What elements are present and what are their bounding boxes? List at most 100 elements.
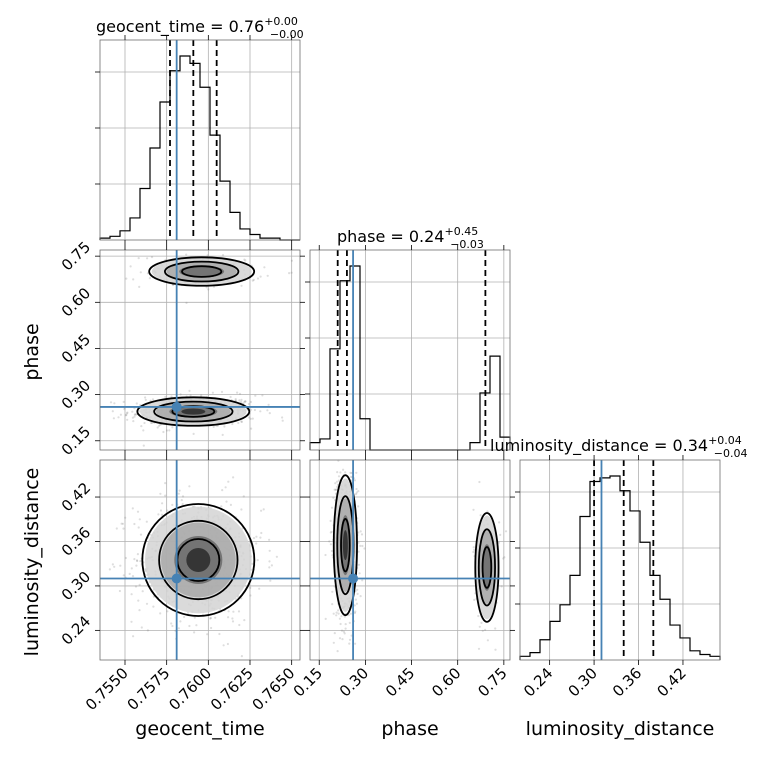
contour-0-0 — [136, 396, 251, 427]
sample-point — [188, 485, 191, 488]
sample-point — [124, 556, 127, 560]
sample-point — [253, 408, 256, 412]
sample-point — [334, 482, 337, 485]
sample-point — [344, 623, 347, 626]
sample-point — [249, 417, 252, 420]
sample-point — [472, 508, 475, 511]
sample-point — [229, 503, 232, 506]
sample-point — [252, 278, 255, 281]
sample-point — [341, 638, 344, 641]
sample-point — [263, 266, 266, 269]
contour-0-2 — [340, 518, 351, 573]
sample-point — [142, 429, 145, 432]
sample-point — [249, 400, 252, 404]
sample-point — [354, 598, 357, 601]
sample-point — [342, 630, 345, 633]
sample-point — [117, 416, 120, 419]
sample-point — [249, 586, 252, 590]
sample-point — [140, 626, 143, 629]
sample-point — [356, 588, 359, 591]
sample-point — [134, 413, 137, 416]
sample-point — [145, 602, 149, 605]
sample-point — [339, 471, 342, 474]
sample-point — [141, 590, 144, 593]
sample-point — [132, 278, 135, 281]
sample-point — [151, 421, 154, 424]
sample-point — [477, 614, 480, 618]
sample-point — [275, 555, 278, 558]
sample-point — [189, 394, 192, 397]
sample-point — [340, 615, 343, 618]
sample-point — [357, 563, 361, 566]
sample-point — [337, 612, 340, 615]
sample-point — [357, 490, 360, 493]
sample-point — [186, 612, 189, 615]
sample-point — [185, 301, 188, 304]
sample-point — [135, 559, 139, 562]
contour-0-1 — [158, 519, 239, 601]
sample-point — [251, 562, 254, 566]
sample-point — [136, 553, 139, 556]
sample-point — [358, 572, 361, 575]
sample-point — [113, 402, 116, 405]
sample-point — [337, 475, 341, 478]
sample-point — [349, 612, 352, 615]
sample-point — [252, 537, 256, 540]
sample-point — [145, 520, 148, 523]
sample-point — [159, 612, 162, 615]
sample-point — [234, 398, 237, 401]
density-fill-3 — [342, 530, 348, 561]
sample-point — [349, 471, 352, 474]
sample-point — [481, 629, 484, 632]
sample-point — [486, 510, 489, 513]
sample-point — [338, 637, 342, 640]
sample-point — [480, 621, 483, 625]
sample-point — [237, 421, 240, 425]
contour-1-1 — [164, 260, 240, 283]
sample-point — [259, 536, 262, 539]
sample-point — [238, 399, 241, 402]
sample-point — [240, 398, 243, 401]
sample-point — [226, 642, 229, 646]
sample-point — [268, 560, 271, 563]
sample-point — [121, 522, 124, 525]
sample-point — [350, 475, 353, 478]
sample-point — [334, 488, 337, 491]
sample-point — [131, 410, 134, 413]
sample-point — [348, 642, 351, 645]
sample-point — [332, 612, 335, 615]
sample-point — [290, 259, 293, 262]
contour-1-2 — [181, 265, 223, 278]
sample-point — [354, 610, 357, 613]
panel-2d-phase-vs-geocent-time — [95, 245, 305, 455]
sample-point — [148, 277, 151, 280]
sample-point — [193, 631, 196, 634]
sample-point — [112, 417, 115, 420]
sample-point — [133, 558, 136, 561]
sample-point — [192, 432, 195, 435]
sample-point — [261, 394, 264, 397]
sample-point — [128, 572, 131, 576]
sample-point — [237, 610, 241, 613]
sample-point — [355, 602, 358, 605]
sample-point — [180, 499, 183, 502]
sample-point — [339, 622, 342, 626]
sample-point — [335, 480, 339, 483]
sample-point — [333, 488, 336, 491]
sample-point — [494, 648, 497, 651]
sample-point — [159, 492, 162, 495]
sample-point — [193, 616, 196, 619]
sample-point — [111, 410, 114, 413]
sample-point — [142, 444, 145, 447]
sample-point — [255, 542, 258, 545]
sample-point — [139, 533, 143, 536]
sample-point — [328, 540, 331, 543]
sample-point — [140, 425, 143, 428]
sample-point — [357, 550, 360, 553]
sample-point — [170, 395, 173, 398]
sample-point — [122, 400, 125, 403]
sample-point — [268, 538, 271, 541]
sample-point — [353, 479, 356, 482]
sample-point — [359, 595, 362, 598]
